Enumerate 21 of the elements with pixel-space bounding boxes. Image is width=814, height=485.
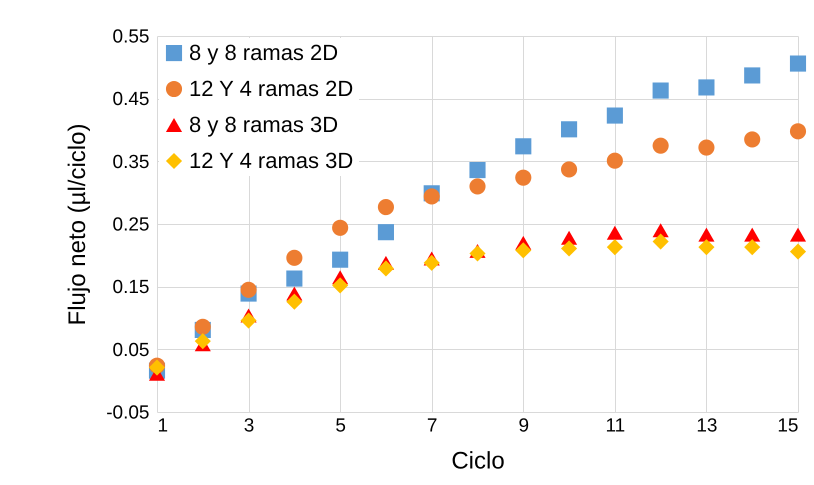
y-tick-label: -0.05 xyxy=(106,402,150,424)
legend-label: 8 y 8 ramas 2D xyxy=(189,40,338,65)
y-axis-title: Flujo neto (µl/ciclo) xyxy=(64,124,92,326)
y-tick-label: 0.35 xyxy=(112,152,150,173)
legend-label: 12 Y 4 ramas 2D xyxy=(189,76,354,101)
x-tick-label: 5 xyxy=(335,416,346,436)
x-tick-label: 3 xyxy=(244,416,254,436)
x-axis-title: Ciclo xyxy=(451,448,505,474)
y-tick-label: 0.45 xyxy=(112,89,150,110)
x-tick-label: 1 xyxy=(158,416,168,436)
legend-label: 12 Y 4 ramas 3D xyxy=(189,148,354,173)
y-tick-label: 0.55 xyxy=(112,26,150,48)
legend-label: 8 y 8 ramas 3D xyxy=(189,112,338,137)
x-tick-label: 11 xyxy=(605,416,626,436)
x-tick-label: 7 xyxy=(426,416,438,436)
x-tick-label: 15 xyxy=(777,416,798,436)
y-tick-label: 0.05 xyxy=(112,340,150,361)
x-tick-label: 13 xyxy=(696,416,718,436)
y-tick-label: 0.15 xyxy=(112,277,150,298)
x-tick-label: 9 xyxy=(518,416,530,436)
y-tick-label: 0.25 xyxy=(112,214,150,236)
